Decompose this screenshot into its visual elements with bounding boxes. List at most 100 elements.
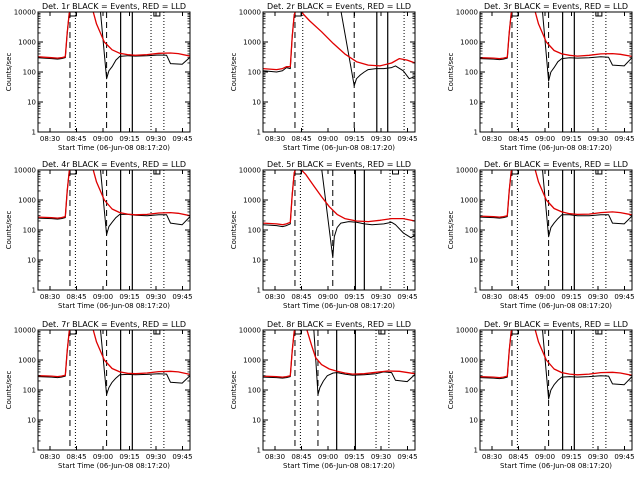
x-tick-label: 09:45 (172, 293, 192, 301)
x-tick-label: 08:45 (508, 293, 528, 301)
x-tick-label: 09:00 (318, 293, 338, 301)
y-tick-label: 100 (248, 227, 261, 235)
marker-lines (511, 330, 607, 450)
plot-frame (37, 329, 191, 451)
y-tick-label: 10 (27, 257, 36, 265)
x-tick-label: 09:45 (614, 135, 634, 143)
x-axis-label: Start Time (06-Jun-08 08:17:20) (500, 144, 612, 152)
x-tick-label: 09:15 (344, 135, 364, 143)
series-line-lld (263, 330, 415, 378)
x-tick-label: 09:30 (588, 453, 608, 461)
y-axis-label: Counts/sec (5, 211, 13, 250)
marker-lines (294, 330, 390, 450)
y-tick-label: 100 (465, 227, 478, 235)
x-tick-label: 09:30 (146, 135, 166, 143)
x-tick-label: 08:45 (508, 135, 528, 143)
y-tick-label: 1000 (18, 39, 36, 47)
y-tick-label: 1 (257, 287, 261, 295)
y-axis-label: Counts/sec (230, 211, 238, 250)
x-axis-label: Start Time (06-Jun-08 08:17:20) (500, 462, 612, 470)
x-tick-label: 09:30 (146, 293, 166, 301)
y-tick-label: 10000 (239, 167, 261, 175)
x-tick-label: 09:45 (397, 135, 417, 143)
y-tick-label: 1000 (460, 197, 478, 205)
y-axis-label: Counts/sec (230, 53, 238, 92)
plot-frame (37, 11, 191, 133)
x-axis-label: Start Time (06-Jun-08 08:17:20) (500, 302, 612, 310)
marker-lines (69, 170, 165, 290)
y-tick-label: 1 (474, 287, 478, 295)
marker-lines (294, 170, 405, 290)
panel-8: Det. 8r BLACK = Events, RED = LLD 1 10 100 1… (230, 320, 418, 470)
y-tick-label: 100 (23, 387, 36, 395)
x-tick-label: 09:45 (172, 135, 192, 143)
x-tick-label: 09:30 (146, 453, 166, 461)
series-line-lld (38, 170, 190, 219)
x-tick-label: 09:00 (93, 453, 113, 461)
x-tick-label: 08:30 (265, 135, 285, 143)
y-tick-label: 10000 (456, 167, 478, 175)
x-tick-label: 08:30 (482, 135, 502, 143)
series-line-lld (480, 170, 632, 218)
bracket-mark (392, 170, 400, 175)
y-tick-label: 1000 (18, 357, 36, 365)
x-tick-label: 09:00 (535, 453, 555, 461)
panel-5: Det. 5r BLACK = Events, RED = LLD 1 10 100 1… (230, 160, 418, 310)
bracket-mark (153, 170, 161, 175)
x-tick-label: 09:00 (535, 293, 555, 301)
x-tick-label: 08:30 (265, 293, 285, 301)
y-tick-label: 100 (248, 387, 261, 395)
panel-title: Det. 3r BLACK = Events, RED = LLD (484, 2, 628, 11)
bracket-mark (294, 12, 302, 17)
panel-3: Det. 3r BLACK = Events, RED = LLD 1 10 100 1… (447, 2, 635, 152)
marker-lines (69, 330, 165, 450)
y-tick-label: 10000 (14, 9, 36, 17)
x-tick-label: 09:30 (588, 293, 608, 301)
y-tick-label: 100 (248, 69, 261, 77)
x-tick-label: 09:45 (172, 453, 192, 461)
y-tick-label: 100 (465, 387, 478, 395)
x-tick-label: 09:45 (397, 293, 417, 301)
bracket-mark (595, 12, 603, 17)
x-tick-label: 08:45 (508, 453, 528, 461)
x-tick-label: 09:00 (93, 293, 113, 301)
plot-frame (479, 329, 633, 451)
y-tick-label: 10 (469, 417, 478, 425)
y-tick-label: 10 (252, 417, 261, 425)
y-tick-label: 10000 (456, 9, 478, 17)
y-tick-label: 10 (27, 99, 36, 107)
x-tick-label: 08:45 (66, 293, 86, 301)
y-tick-label: 10 (252, 99, 261, 107)
plot-frame (37, 169, 191, 291)
x-tick-label: 09:30 (371, 293, 391, 301)
x-tick-label: 09:00 (318, 453, 338, 461)
panel-title: Det. 9r BLACK = Events, RED = LLD (484, 320, 628, 329)
x-tick-label: 08:45 (291, 135, 311, 143)
panel-7: Det. 7r BLACK = Events, RED = LLD 1 10 100 1… (5, 320, 193, 470)
panel-6: Det. 6r BLACK = Events, RED = LLD 1 10 100 1… (447, 160, 635, 310)
series-line-events (263, 330, 415, 396)
y-tick-label: 100 (465, 69, 478, 77)
y-tick-label: 10 (469, 99, 478, 107)
x-tick-label: 08:45 (291, 293, 311, 301)
panel-1: Det. 1r BLACK = Events, RED = LLD 1 10 100 1… (5, 2, 193, 152)
x-tick-label: 08:30 (482, 293, 502, 301)
x-tick-label: 09:45 (614, 293, 634, 301)
series-line-events (263, 12, 415, 87)
x-tick-label: 09:15 (119, 135, 139, 143)
marker-lines (294, 12, 405, 132)
panel-title: Det. 8r BLACK = Events, RED = LLD (267, 320, 411, 329)
y-axis-label: Counts/sec (447, 53, 455, 92)
y-tick-label: 1000 (243, 357, 261, 365)
y-tick-label: 1 (32, 129, 36, 137)
plot-frame (262, 169, 416, 291)
series-line-events (38, 12, 190, 80)
y-tick-label: 1 (32, 287, 36, 295)
x-tick-label: 09:30 (371, 453, 391, 461)
x-tick-label: 09:00 (318, 135, 338, 143)
x-tick-label: 09:00 (535, 135, 555, 143)
x-tick-label: 08:30 (40, 293, 60, 301)
y-axis-label: Counts/sec (447, 371, 455, 410)
series-line-lld (38, 12, 190, 59)
bracket-mark (595, 330, 603, 335)
